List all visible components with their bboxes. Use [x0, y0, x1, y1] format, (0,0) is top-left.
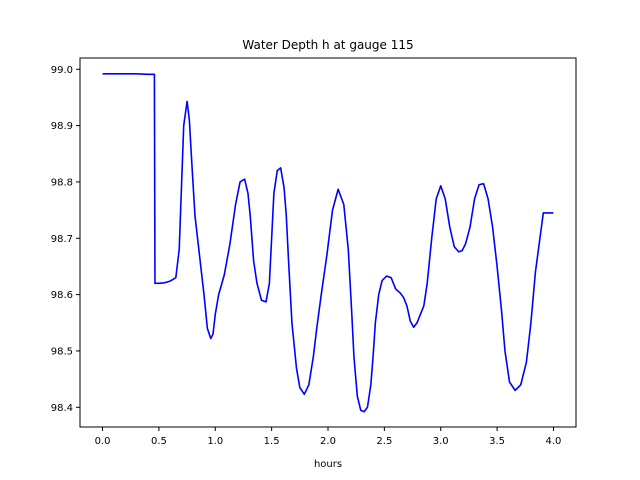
- x-tick-label: 1.5: [264, 436, 280, 447]
- y-tick-label: 98.8: [51, 177, 73, 188]
- y-tick-label: 99.0: [51, 65, 73, 76]
- x-tick-label: 1.0: [207, 436, 223, 447]
- x-axis-label: hours: [314, 459, 342, 470]
- x-tick-label: 3.0: [433, 436, 449, 447]
- x-tick-label: 2.5: [376, 436, 392, 447]
- x-tick-label: 0.0: [95, 436, 111, 447]
- y-tick-label: 98.7: [51, 234, 73, 245]
- plot-area: 0.0 0.5 1.0 1.5 2.0 2.5 3.0 3.5 4.0 98.4 98.5 98.6…: [51, 57, 577, 447]
- series-layer: [102, 72, 554, 413]
- x-tick-label: 2.0: [320, 436, 336, 447]
- y-tick-label: 98.9: [51, 121, 73, 132]
- chart-title: Water Depth h at gauge 115: [242, 38, 413, 52]
- y-tick-label: 98.5: [51, 346, 73, 357]
- x-tick-label: 4.0: [546, 436, 562, 447]
- x-axis-ticks: 0.0 0.5 1.0 1.5 2.0 2.5 3.0 3.5 4.0: [95, 427, 562, 447]
- y-axis-ticks: 98.4 98.5 98.6 98.7 98.8 98.9 99.0: [51, 65, 80, 414]
- y-tick-label: 98.6: [51, 290, 73, 301]
- y-tick-label: 98.4: [51, 403, 73, 414]
- x-tick-label: 3.5: [489, 436, 505, 447]
- x-tick-label: 0.5: [151, 436, 167, 447]
- series-line: [102, 72, 554, 413]
